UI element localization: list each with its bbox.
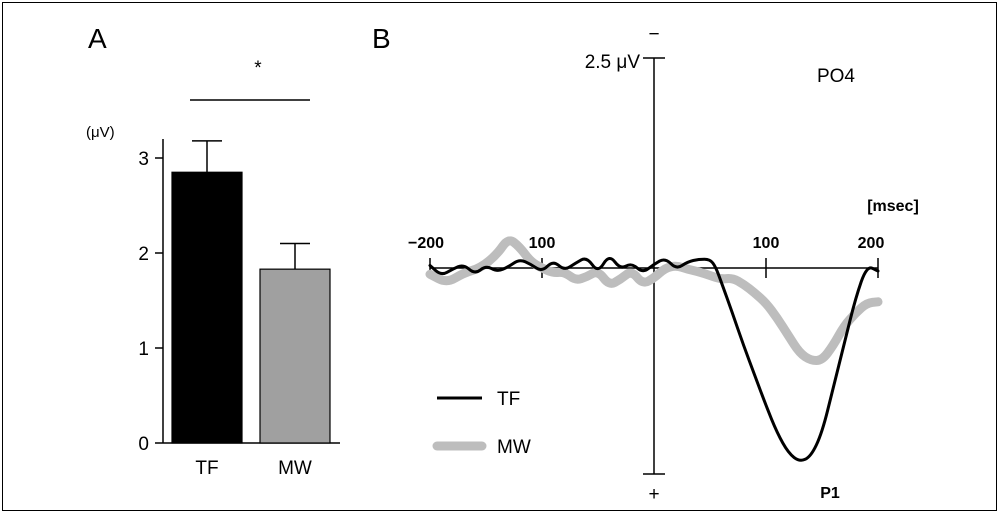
panel-b-erp-chart: B −200 100 100 200 [msec] 2.5 μV − + PO4… bbox=[372, 23, 919, 505]
y-tick-label: 3 bbox=[138, 149, 149, 170]
p1-peak-label: P1 bbox=[820, 485, 840, 502]
panel-a-error-bars bbox=[192, 140, 310, 270]
x-label-mw: MW bbox=[278, 458, 312, 479]
panel-a-bars bbox=[171, 171, 331, 444]
legend-tf-label: TF bbox=[497, 389, 520, 410]
x-label-tf: TF bbox=[195, 458, 218, 479]
panel-b-letter: B bbox=[372, 23, 391, 54]
negative-polarity-sign: − bbox=[648, 24, 659, 45]
x-tick-label-200: 200 bbox=[858, 235, 885, 252]
x-tick-label-minus200: −200 bbox=[408, 235, 444, 252]
series-line-tf bbox=[428, 257, 880, 462]
y-scale-label: 2.5 μV bbox=[585, 52, 641, 73]
panel-a-letter: A bbox=[88, 23, 107, 54]
x-tick-label-minus100: 100 bbox=[529, 235, 556, 252]
x-unit-label: [msec] bbox=[867, 198, 919, 215]
bar-mw bbox=[259, 268, 331, 444]
positive-polarity-sign: + bbox=[648, 484, 659, 505]
electrode-label: PO4 bbox=[817, 66, 855, 87]
legend-mw-label: MW bbox=[497, 437, 531, 458]
panel-a-x-labels: TF MW bbox=[195, 458, 312, 479]
y-tick-label: 0 bbox=[138, 434, 149, 455]
panel-a-unit-label: (μV) bbox=[86, 124, 115, 141]
y-tick-label: 2 bbox=[138, 244, 149, 265]
panel-a-y-ticks: 0 1 2 3 bbox=[138, 149, 163, 455]
legend: TF MW bbox=[432, 389, 531, 458]
series-line-mw bbox=[425, 236, 883, 365]
panel-a-bar-chart: A (μV) 0 1 2 3 TF MW * bbox=[86, 23, 340, 479]
bar-tf bbox=[171, 171, 243, 444]
significance-star: * bbox=[254, 58, 262, 79]
y-tick-label: 1 bbox=[138, 339, 149, 360]
x-tick-label-100: 100 bbox=[753, 235, 780, 252]
